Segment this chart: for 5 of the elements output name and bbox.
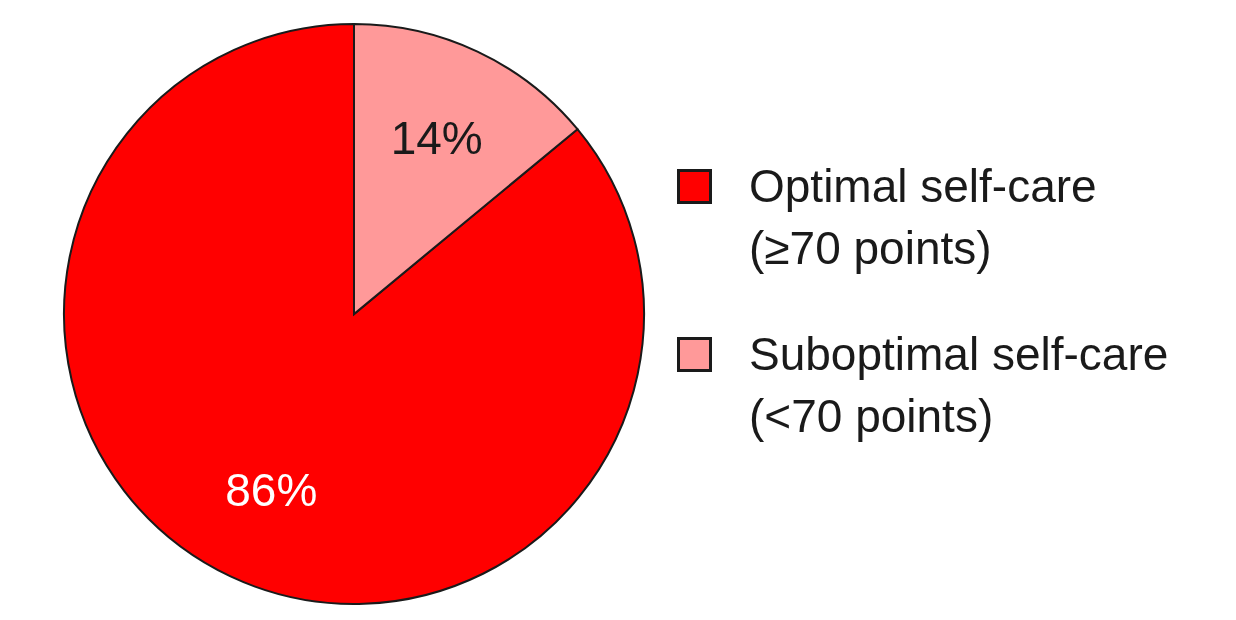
data-label: 14% [390, 112, 483, 165]
data-label: 86% [225, 463, 318, 516]
legend-label: Optimal self-care (≥70 points) [749, 159, 1097, 276]
legend-label: Suboptimal self-care (<70 points) [749, 327, 1169, 444]
pie-slice [63, 23, 645, 605]
